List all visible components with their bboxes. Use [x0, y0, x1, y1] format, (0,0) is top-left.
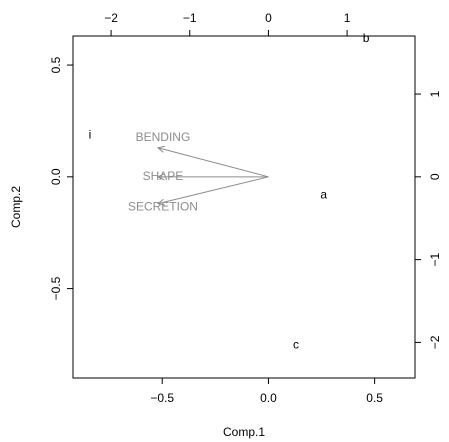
x-tick-label: 0.0 [260, 391, 277, 405]
y-tick-label: 0.5 [49, 56, 63, 73]
right-axis: −2 −1 0 1 [415, 90, 442, 349]
top-tick-label: −1 [183, 11, 197, 25]
top-tick-label: 0 [265, 11, 272, 25]
top-axis: −2 −1 0 1 [104, 11, 351, 36]
loading-label: SECRETION [128, 200, 198, 214]
score-point-label: c [293, 337, 299, 351]
y-axis-title: Comp.2 [9, 186, 23, 228]
y-tick-label: 0.0 [49, 168, 63, 185]
right-tick-label: −2 [428, 335, 442, 349]
x-tick-label: 0.5 [366, 391, 383, 405]
right-tick-label: 1 [428, 90, 442, 97]
top-tick-label: −2 [104, 11, 118, 25]
loading-label: SHAPE [143, 169, 184, 183]
plot-frame [72, 35, 416, 379]
score-points: b i a c [89, 31, 370, 351]
score-point-label: b [363, 31, 370, 45]
arrow-head [156, 198, 165, 206]
right-tick-label: 0 [428, 173, 442, 180]
loading-arrow [157, 176, 269, 205]
score-point-label: a [320, 188, 327, 202]
x-tick-label: −0.5 [150, 391, 174, 405]
y-tick-label: −0.5 [49, 276, 63, 300]
arrow-head [156, 173, 165, 181]
loading-label: BENDING [136, 130, 191, 144]
left-axis: −0.5 0.0 0.5 [49, 56, 73, 300]
score-point-label: i [89, 127, 92, 141]
bottom-axis: −0.5 0.0 0.5 [150, 378, 383, 405]
x-axis-title: Comp.1 [223, 425, 265, 439]
arrow-head [156, 145, 165, 153]
right-tick-label: −1 [428, 252, 442, 266]
loading-arrows: BENDING SHAPE SECRETION [128, 130, 269, 214]
top-tick-label: 1 [344, 11, 351, 25]
loading-arrow [157, 147, 269, 178]
